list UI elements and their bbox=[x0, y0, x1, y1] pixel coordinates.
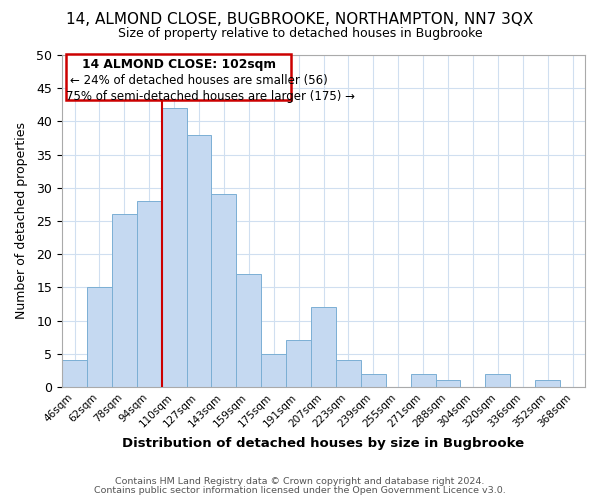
Bar bbox=[286, 340, 311, 387]
FancyBboxPatch shape bbox=[66, 54, 291, 100]
Bar bbox=[211, 194, 236, 387]
Bar bbox=[236, 274, 261, 387]
Bar bbox=[187, 134, 211, 387]
Bar bbox=[485, 374, 510, 387]
Text: Size of property relative to detached houses in Bugbrooke: Size of property relative to detached ho… bbox=[118, 28, 482, 40]
Bar bbox=[87, 288, 112, 387]
Bar bbox=[112, 214, 137, 387]
Bar bbox=[161, 108, 187, 387]
Bar bbox=[361, 374, 386, 387]
Bar bbox=[137, 201, 161, 387]
Bar bbox=[336, 360, 361, 387]
Bar bbox=[535, 380, 560, 387]
Text: ← 24% of detached houses are smaller (56): ← 24% of detached houses are smaller (56… bbox=[70, 74, 327, 86]
Bar bbox=[410, 374, 436, 387]
Text: 14 ALMOND CLOSE: 102sqm: 14 ALMOND CLOSE: 102sqm bbox=[82, 58, 276, 71]
Text: 14, ALMOND CLOSE, BUGBROOKE, NORTHAMPTON, NN7 3QX: 14, ALMOND CLOSE, BUGBROOKE, NORTHAMPTON… bbox=[67, 12, 533, 28]
Text: Contains HM Land Registry data © Crown copyright and database right 2024.: Contains HM Land Registry data © Crown c… bbox=[115, 477, 485, 486]
Bar bbox=[436, 380, 460, 387]
Bar bbox=[261, 354, 286, 387]
Y-axis label: Number of detached properties: Number of detached properties bbox=[15, 122, 28, 320]
Text: Contains public sector information licensed under the Open Government Licence v3: Contains public sector information licen… bbox=[94, 486, 506, 495]
Text: 75% of semi-detached houses are larger (175) →: 75% of semi-detached houses are larger (… bbox=[66, 90, 355, 102]
Bar bbox=[311, 308, 336, 387]
X-axis label: Distribution of detached houses by size in Bugbrooke: Distribution of detached houses by size … bbox=[122, 437, 524, 450]
Bar bbox=[62, 360, 87, 387]
